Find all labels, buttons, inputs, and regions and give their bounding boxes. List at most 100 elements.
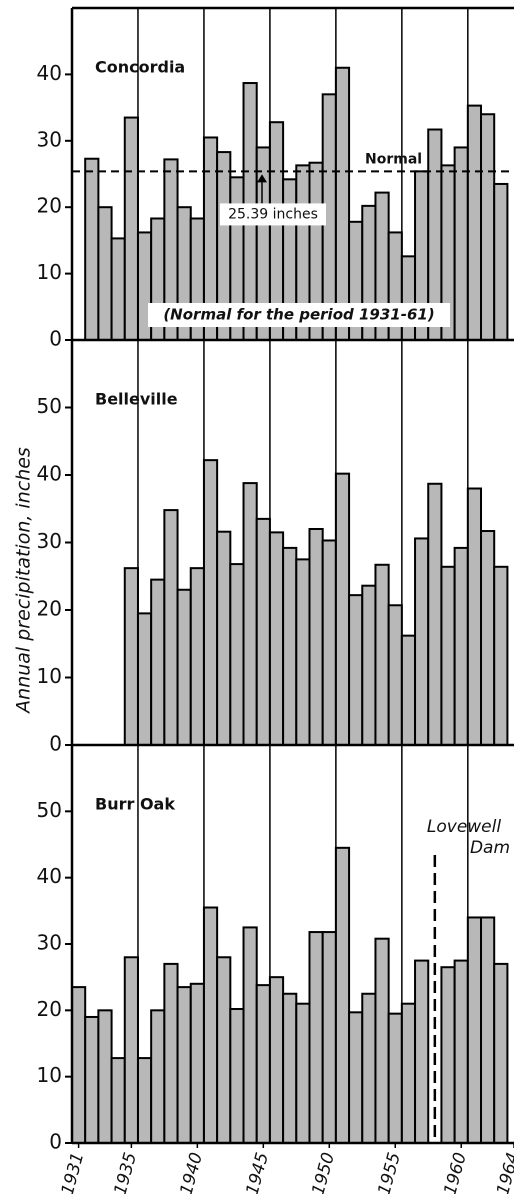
arrow-head bbox=[257, 174, 267, 183]
bar bbox=[189, 567, 205, 747]
bar bbox=[414, 959, 430, 1144]
bar bbox=[374, 563, 390, 747]
bar bbox=[97, 206, 113, 341]
bar bbox=[361, 992, 377, 1144]
panel-title: Concordia bbox=[95, 58, 185, 77]
bar bbox=[268, 976, 285, 1145]
bar bbox=[268, 531, 285, 746]
bar bbox=[466, 487, 483, 746]
bar bbox=[387, 1012, 403, 1145]
bar bbox=[84, 157, 100, 341]
bar bbox=[427, 482, 443, 746]
bar bbox=[163, 509, 179, 746]
bar bbox=[123, 956, 139, 1144]
y-axis-label: Annual precipitation, inches bbox=[13, 447, 35, 715]
bar bbox=[387, 604, 403, 747]
bar bbox=[308, 528, 324, 746]
bar bbox=[480, 916, 496, 1145]
bar bbox=[453, 146, 469, 341]
bar bbox=[216, 530, 232, 747]
x-tick-label: 1960 bbox=[440, 1150, 471, 1194]
bar bbox=[414, 537, 430, 747]
event-label: Dam bbox=[470, 838, 510, 858]
bar bbox=[493, 962, 509, 1145]
bar bbox=[110, 1057, 126, 1145]
bar bbox=[255, 984, 271, 1144]
y-tick-label: 30 bbox=[37, 931, 62, 955]
label-box bbox=[220, 203, 326, 226]
bar bbox=[466, 916, 483, 1145]
y-tick-label: 30 bbox=[37, 127, 62, 151]
panel-title: Burr Oak bbox=[95, 795, 175, 814]
bar bbox=[255, 517, 271, 746]
bar bbox=[480, 530, 496, 747]
bar bbox=[480, 113, 496, 341]
bar bbox=[374, 937, 390, 1145]
y-tick-label: 50 bbox=[37, 394, 62, 418]
y-tick-label: 20 bbox=[37, 997, 62, 1021]
bar bbox=[202, 459, 219, 746]
bar bbox=[321, 931, 337, 1144]
bar bbox=[71, 986, 87, 1144]
bar bbox=[295, 558, 311, 746]
bar bbox=[348, 594, 364, 747]
bar bbox=[493, 182, 509, 341]
bar bbox=[282, 992, 298, 1144]
bar bbox=[163, 962, 179, 1145]
event-label: Lovewell bbox=[427, 817, 501, 837]
normal-name: Normal bbox=[365, 151, 422, 167]
bar bbox=[176, 588, 192, 746]
bar bbox=[400, 255, 417, 341]
bar bbox=[202, 906, 219, 1144]
bar bbox=[308, 931, 324, 1144]
bar bbox=[242, 482, 258, 746]
bar bbox=[229, 1008, 245, 1144]
y-tick-label: 40 bbox=[37, 462, 62, 486]
x-tick-label: 1945 bbox=[242, 1150, 273, 1194]
bar bbox=[440, 966, 456, 1145]
y-tick-label: 10 bbox=[37, 1063, 62, 1087]
y-tick-label: 10 bbox=[37, 664, 62, 688]
bar bbox=[440, 565, 456, 746]
y-tick-label: 20 bbox=[37, 194, 62, 218]
bar bbox=[97, 1009, 113, 1144]
x-tick-label: 1935 bbox=[111, 1150, 142, 1194]
note: (Normal for the period 1931-61) bbox=[163, 306, 434, 324]
bar bbox=[123, 567, 139, 747]
bar bbox=[334, 472, 351, 746]
bar bbox=[453, 959, 469, 1144]
bar bbox=[242, 926, 258, 1145]
normal-value-label: 25.39 inches bbox=[228, 206, 318, 222]
bar bbox=[348, 1011, 364, 1144]
bar bbox=[216, 956, 232, 1144]
x-tick-label: 1964 bbox=[493, 1150, 514, 1194]
bar bbox=[361, 584, 377, 747]
y-tick-label: 40 bbox=[37, 61, 62, 85]
bar bbox=[334, 66, 351, 341]
y-tick-label: 30 bbox=[37, 529, 62, 553]
bar bbox=[334, 846, 351, 1144]
bar bbox=[189, 982, 205, 1144]
bar bbox=[453, 546, 469, 747]
y-tick-label: 50 bbox=[37, 798, 62, 822]
x-tick-label: 1955 bbox=[374, 1150, 405, 1194]
bar bbox=[84, 1015, 100, 1145]
bar bbox=[110, 237, 126, 342]
y-tick-label: 10 bbox=[37, 260, 62, 284]
x-tick-label: 1931 bbox=[58, 1150, 89, 1194]
bar bbox=[493, 565, 509, 746]
bar bbox=[321, 539, 337, 746]
y-tick-label: 40 bbox=[37, 864, 62, 888]
y-tick-label: 0 bbox=[49, 732, 62, 756]
bar bbox=[150, 1009, 166, 1144]
bar bbox=[176, 986, 192, 1144]
bar bbox=[282, 546, 298, 747]
y-tick-label: 0 bbox=[49, 327, 62, 351]
y-tick-label: 0 bbox=[49, 1130, 62, 1154]
bar bbox=[123, 116, 139, 341]
panel-title: Belleville bbox=[95, 390, 178, 409]
bar bbox=[150, 578, 166, 746]
x-tick-label: 1940 bbox=[176, 1150, 207, 1194]
